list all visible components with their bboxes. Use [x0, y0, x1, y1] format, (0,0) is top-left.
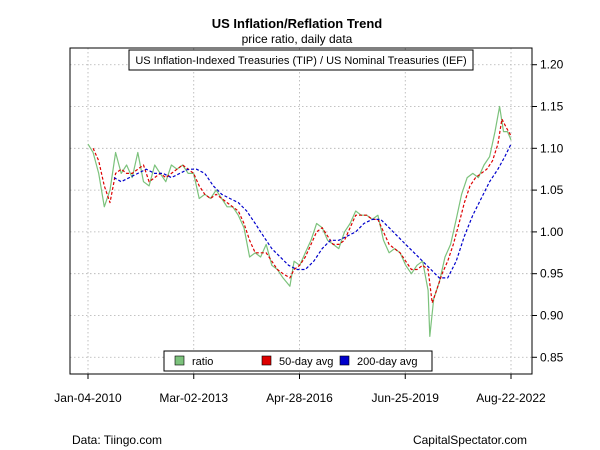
x-tick-label: Jan-04-2010: [54, 391, 122, 405]
chart-subtitle: price ratio, daily data: [242, 32, 353, 46]
legend-label-ma50: 50-day avg: [279, 356, 333, 368]
x-tick-label: Apr-28-2016: [266, 391, 333, 405]
y-tick-label: 0.85: [540, 350, 564, 364]
annotation-text: US Inflation-Indexed Treasuries (TIP) / …: [135, 55, 466, 67]
legend-swatch-ma50: [261, 355, 272, 366]
ma50-line: [92, 118, 512, 304]
chart-title: US Inflation/Reflation Trend: [212, 16, 383, 31]
ma200-series: [113, 143, 512, 279]
y-tick-label: 1.00: [540, 225, 564, 239]
x-tick-label: Aug-22-2022: [476, 391, 546, 405]
annotation-frame: [128, 49, 474, 71]
legend-swatch-ma200: [339, 355, 350, 366]
annotation-box: US Inflation-Indexed Treasuries (TIP) / …: [128, 49, 474, 71]
y-tick-label: 0.95: [540, 267, 564, 281]
ma50-series: [92, 118, 512, 304]
site-caption: CapitalSpectator.com: [413, 433, 527, 447]
legend-label-ma200: 200-day avg: [357, 356, 418, 368]
x-tick-label: Mar-02-2013: [159, 391, 228, 405]
plot-frame: [69, 47, 533, 375]
y-axis: 0.85 0.90 0.95 1.00 1.05 1.10 1.15 1.20: [532, 58, 564, 364]
y-tick-label: 1.05: [540, 183, 564, 197]
legend-label-ratio: ratio: [192, 356, 213, 368]
y-tick-label: 0.90: [540, 308, 564, 322]
legend-swatch-ratio: [174, 355, 185, 366]
x-tick-label: Jun-25-2019: [372, 391, 440, 405]
ma200-line: [113, 143, 512, 279]
y-tick-label: 1.10: [540, 141, 564, 155]
y-tick-label: 1.15: [540, 100, 564, 114]
legend-frame: [163, 350, 433, 372]
x-axis: Jan-04-2010 Mar-02-2013 Apr-28-2016 Jun-25-…: [54, 374, 546, 405]
y-tick-label: 1.20: [540, 58, 564, 72]
legend: ratio 50-day avg 200-day avg: [163, 350, 433, 372]
data-source-caption: Data: Tiingo.com: [72, 433, 162, 447]
